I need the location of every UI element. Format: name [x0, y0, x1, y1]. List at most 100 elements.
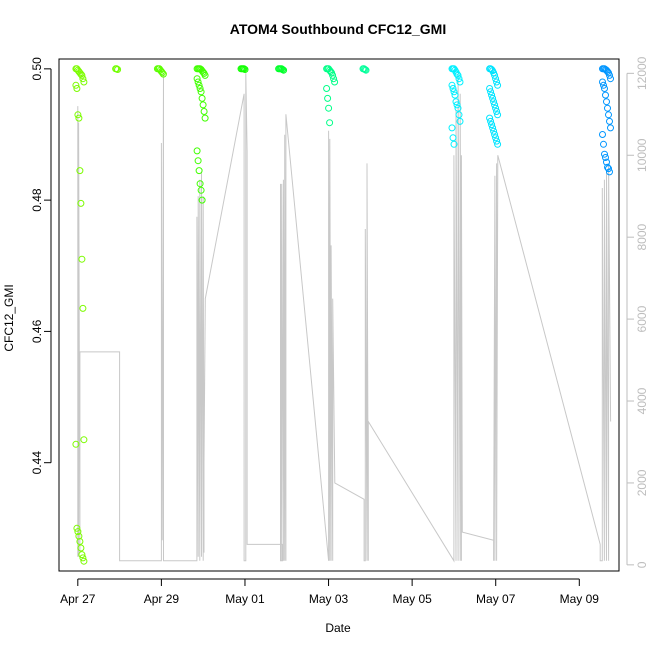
data-point: [201, 114, 209, 122]
data-point: [450, 88, 458, 96]
y-tick-label: 0.48: [30, 188, 44, 212]
data-point: [449, 134, 457, 142]
data-point: [197, 186, 205, 194]
data-point: [603, 98, 610, 106]
y2-tick-label: 8000: [635, 224, 649, 251]
data-point: [492, 75, 500, 83]
data-point: [599, 131, 606, 138]
data-point: [488, 91, 496, 99]
y-tick-label: 0.50: [30, 57, 44, 81]
data-point: [448, 124, 456, 132]
plot-frame: [58, 58, 620, 572]
data-point: [493, 108, 501, 115]
data-point: [73, 85, 81, 92]
data-point: [78, 551, 86, 559]
data-point: [604, 68, 611, 75]
data-point: [455, 75, 463, 83]
data-point: [602, 154, 609, 161]
data-point: [326, 119, 334, 127]
data-point: [606, 117, 613, 125]
data-point: [327, 68, 335, 75]
data-point: [77, 544, 85, 552]
data-point: [607, 124, 614, 132]
x-tick-label: May 07: [476, 592, 516, 606]
data-point: [331, 78, 339, 86]
data-point: [361, 66, 369, 73]
data-point: [455, 111, 463, 119]
data-point: [79, 304, 87, 312]
chart-title: ATOM4 Southbound CFC12_GMI: [230, 21, 446, 37]
data-point: [73, 524, 81, 532]
data-point: [198, 196, 206, 204]
x-tick-label: May 03: [309, 592, 349, 606]
data-point: [494, 81, 502, 89]
data-point: [75, 532, 83, 540]
x-tick-label: May 01: [225, 592, 265, 606]
x-tick-label: May 05: [392, 592, 432, 606]
data-point: [194, 157, 202, 165]
data-point: [76, 538, 84, 545]
data-point: [72, 440, 80, 448]
data-point: [486, 85, 494, 92]
data-point: [324, 94, 332, 102]
y-axis: 0.44 0.46 0.48 0.50: [30, 57, 52, 474]
data-point: [490, 127, 498, 135]
data-point: [196, 85, 204, 92]
data-point: [454, 104, 462, 112]
data-point: [491, 131, 499, 138]
data-point: [80, 557, 88, 565]
data-point: [74, 111, 82, 119]
data-point: [491, 101, 499, 109]
data-point: [604, 163, 611, 171]
y-axis-label: CFC12_GMI: [2, 284, 16, 351]
y2-tick-label: 10000: [635, 138, 649, 172]
data-point: [453, 70, 461, 78]
data-point: [200, 108, 208, 115]
data-point: [114, 66, 122, 73]
data-point: [80, 436, 88, 444]
data-point: [362, 66, 370, 74]
altitude-trace: [77, 73, 612, 563]
data-point: [492, 104, 500, 112]
data-point: [486, 114, 494, 122]
x-tick-label: Apr 29: [144, 592, 180, 606]
data-point: [197, 88, 205, 96]
data-point: [487, 88, 495, 96]
data-point: [607, 75, 614, 83]
data-point: [193, 75, 201, 83]
data-point: [280, 66, 288, 74]
y2-tick-label: 12000: [635, 56, 649, 90]
data-point: [494, 140, 502, 148]
y2-tick-label: 4000: [635, 387, 649, 414]
y2-axis: 0 2000 4000 6000 8000 10000 12000: [626, 56, 649, 568]
data-point: [241, 66, 249, 73]
y2-tick-label: 2000: [635, 469, 649, 496]
data-point: [448, 81, 456, 89]
data-point: [603, 158, 610, 166]
data-point: [602, 91, 609, 99]
data-point: [490, 98, 498, 106]
data-point: [360, 65, 368, 73]
data-point: [77, 199, 85, 207]
data-point: [74, 528, 82, 536]
data-point: [449, 85, 457, 92]
data-point: [601, 85, 608, 92]
data-point: [488, 121, 496, 129]
data-point: [493, 137, 501, 145]
x-axis-label: Date: [325, 621, 351, 635]
data-point: [492, 134, 500, 142]
data-point: [489, 124, 497, 132]
data-point: [489, 94, 497, 102]
data-point: [450, 140, 458, 148]
data-point: [194, 78, 202, 86]
data-point: [491, 71, 499, 79]
cfc12-points: [72, 65, 614, 565]
data-point: [329, 71, 337, 79]
y-tick-label: 0.46: [30, 319, 44, 343]
data-point: [78, 71, 86, 79]
data-point: [605, 165, 612, 173]
data-point: [451, 91, 459, 99]
data-point: [72, 81, 80, 89]
x-axis: Apr 27 Apr 29 May 01 May 03 May 05 May 07 May …: [60, 578, 600, 606]
x-tick-label: May 09: [560, 592, 600, 606]
